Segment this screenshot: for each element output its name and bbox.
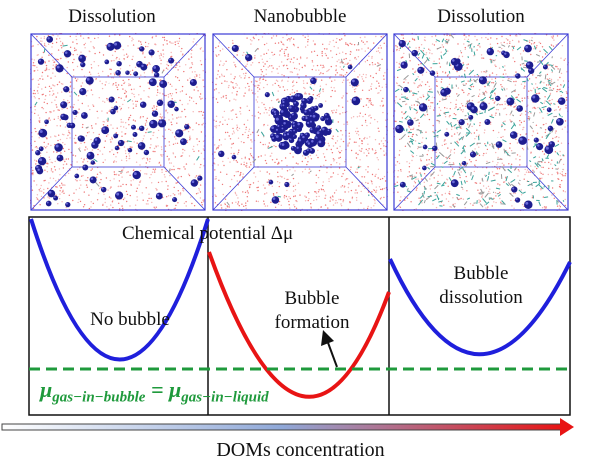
bubble-dissolution-line1: Bubble [453, 263, 509, 284]
md-snapshot-left [30, 33, 206, 211]
curve-bubble-formation [207, 251, 391, 399]
nanobubble-cluster [270, 92, 333, 156]
water-dots [212, 33, 388, 211]
doms-arrow-shaft [1, 423, 563, 431]
md-snapshot-middle [212, 33, 388, 211]
doms-arrow-head [560, 418, 574, 436]
nanobubble-label: Nanobubble [253, 6, 347, 27]
bubble-formation-line1: Bubble [284, 288, 340, 309]
gas-molecules [35, 36, 203, 208]
dissolution-label-left: Dissolution [68, 6, 156, 27]
equilibrium-equation: μgas−in−bubble = μgas−in−liquid [40, 377, 269, 406]
md-snapshot-right [393, 33, 569, 211]
potential-arrow-head [321, 330, 334, 346]
snapshot-dissolution-right [393, 33, 569, 211]
doms-concentration-label: DOMs concentration [216, 439, 385, 461]
curve-bubble-dissolution [388, 258, 572, 357]
simulation-box [212, 33, 388, 211]
dissolution-label-right: Dissolution [437, 6, 525, 27]
panel-frame [28, 216, 571, 416]
snapshot-dissolution-left [30, 33, 206, 211]
chemical-potential-label: Chemical potential Δμ [122, 223, 294, 244]
gas-molecules [395, 39, 566, 210]
potential-arrow-shaft [326, 339, 338, 368]
curve-no-bubble [29, 218, 210, 362]
gas-molecules [218, 44, 361, 204]
snapshot-nanobubble [212, 33, 388, 211]
bubble-dissolution-line2: dissolution [439, 287, 523, 308]
bubble-formation-line2: formation [274, 312, 350, 333]
no-bubble-label: No bubble [90, 309, 170, 330]
